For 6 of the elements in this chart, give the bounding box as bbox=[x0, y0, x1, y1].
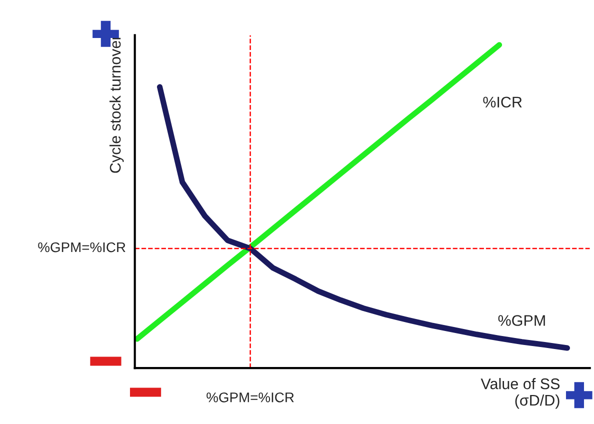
series-label: %GPM bbox=[498, 315, 545, 326]
x-axis-title: Value of SS (σD/D) bbox=[480, 378, 560, 409]
ref-line-label: %GPM=%ICR bbox=[38, 242, 126, 252]
y-axis-title: Cycle stock turnover bbox=[109, 35, 124, 173]
text: %GPM=%ICR bbox=[206, 392, 294, 402]
series-label: %ICR bbox=[483, 96, 522, 108]
